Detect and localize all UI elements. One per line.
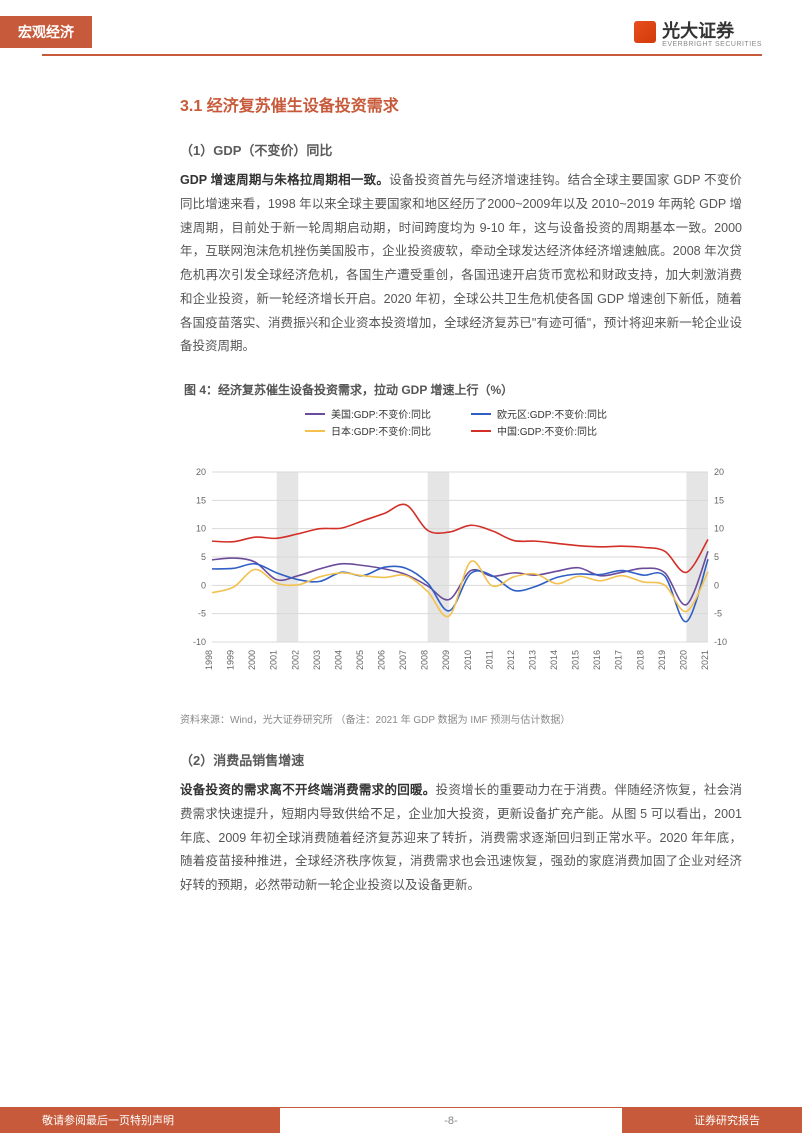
svg-text:5: 5 xyxy=(201,552,206,562)
svg-text:2000: 2000 xyxy=(247,650,257,670)
svg-text:2014: 2014 xyxy=(549,650,559,670)
brand-name: 光大证券 xyxy=(662,21,734,41)
footer-disclaimer: 敬请参阅最后一页特别声明 xyxy=(0,1107,280,1133)
svg-text:1998: 1998 xyxy=(204,650,214,670)
svg-text:2021: 2021 xyxy=(700,650,710,670)
brand-subtitle: EVERBRIGHT SECURITIES xyxy=(662,41,762,48)
figure-4-chart: 美国:GDP:不变价:同比日本:GDP:不变价:同比 欧元区:GDP:不变价:同比… xyxy=(176,406,736,705)
figure-4-title: 图 4：经济复苏催生设备投资需求，拉动 GDP 增速上行（%） xyxy=(180,381,742,398)
svg-text:1999: 1999 xyxy=(226,650,236,670)
svg-text:0: 0 xyxy=(201,580,206,590)
legend-item: 日本:GDP:不变价:同比 xyxy=(305,423,431,438)
legend-item: 美国:GDP:不变价:同比 xyxy=(305,406,431,421)
page-footer: 敬请参阅最后一页特别声明 -8- 证券研究报告 xyxy=(0,1107,802,1133)
svg-text:2019: 2019 xyxy=(657,650,667,670)
legend-item: 中国:GDP:不变价:同比 xyxy=(471,423,607,438)
svg-text:2006: 2006 xyxy=(377,650,387,670)
svg-text:2005: 2005 xyxy=(355,650,365,670)
svg-text:2007: 2007 xyxy=(398,650,408,670)
figure-4-source: 资料来源：Wind，光大证券研究所 （备注：2021 年 GDP 数据为 IMF… xyxy=(180,711,742,726)
logo-icon xyxy=(634,21,656,43)
svg-text:0: 0 xyxy=(714,580,719,590)
svg-text:2013: 2013 xyxy=(527,650,537,670)
svg-text:5: 5 xyxy=(714,552,719,562)
gdp-line-chart: -10-10-5-5005510101515202019981999200020… xyxy=(176,442,736,702)
subsection-1-title: （1）GDP（不变价）同比 xyxy=(180,140,742,159)
svg-text:2016: 2016 xyxy=(592,650,602,670)
header-category: 宏观经济 xyxy=(0,16,92,48)
subsection-2-title: （2）消费品销售增速 xyxy=(180,750,742,769)
legend-item: 欧元区:GDP:不变价:同比 xyxy=(471,406,607,421)
svg-text:2009: 2009 xyxy=(441,650,451,670)
svg-text:2003: 2003 xyxy=(312,650,322,670)
section-title: 3.1 经济复苏催生设备投资需求 xyxy=(180,92,742,116)
svg-text:2012: 2012 xyxy=(506,650,516,670)
svg-text:20: 20 xyxy=(196,467,206,477)
subsection-2-text: 投资增长的重要动力在于消费。伴随经济恢复，社会消费需求快速提升，短期内导致供给不… xyxy=(180,783,742,892)
footer-report-type: 证券研究报告 xyxy=(622,1107,802,1133)
svg-text:2017: 2017 xyxy=(614,650,624,670)
svg-text:15: 15 xyxy=(714,495,724,505)
page-header: 宏观经济 光大证券 EVERBRIGHT SECURITIES xyxy=(0,0,802,50)
subsection-1-body: GDP 增速周期与朱格拉周期相一致。设备投资首先与经济增速挂钩。结合全球主要国家… xyxy=(180,169,742,359)
subsection-2-body: 设备投资的需求离不开终端消费需求的回暖。投资增长的重要动力在于消费。伴随经济恢复… xyxy=(180,779,742,898)
svg-text:2018: 2018 xyxy=(635,650,645,670)
svg-text:2015: 2015 xyxy=(571,650,581,670)
footer-page-number: -8- xyxy=(280,1107,622,1133)
svg-text:2008: 2008 xyxy=(420,650,430,670)
svg-text:2002: 2002 xyxy=(290,650,300,670)
svg-text:-10: -10 xyxy=(193,637,206,647)
svg-text:2001: 2001 xyxy=(269,650,279,670)
svg-text:-5: -5 xyxy=(714,609,722,619)
svg-text:2010: 2010 xyxy=(463,650,473,670)
svg-text:2011: 2011 xyxy=(484,650,494,669)
svg-text:-5: -5 xyxy=(198,609,206,619)
svg-text:10: 10 xyxy=(714,524,724,534)
svg-text:10: 10 xyxy=(196,524,206,534)
svg-text:15: 15 xyxy=(196,495,206,505)
subsection-1-text: 设备投资首先与经济增速挂钩。结合全球主要国家 GDP 不变价同比增速来看，199… xyxy=(180,173,742,353)
chart-legend: 美国:GDP:不变价:同比日本:GDP:不变价:同比 欧元区:GDP:不变价:同比… xyxy=(176,406,736,438)
svg-text:-10: -10 xyxy=(714,637,727,647)
subsection-2-lead: 设备投资的需求离不开终端消费需求的回暖。 xyxy=(180,783,436,797)
brand-logo: 光大证券 EVERBRIGHT SECURITIES xyxy=(634,17,762,48)
svg-text:20: 20 xyxy=(714,467,724,477)
svg-text:2020: 2020 xyxy=(678,650,688,670)
svg-text:2004: 2004 xyxy=(333,650,343,670)
subsection-1-lead: GDP 增速周期与朱格拉周期相一致。 xyxy=(180,173,389,187)
page-content: 3.1 经济复苏催生设备投资需求 （1）GDP（不变价）同比 GDP 增速周期与… xyxy=(0,56,802,898)
